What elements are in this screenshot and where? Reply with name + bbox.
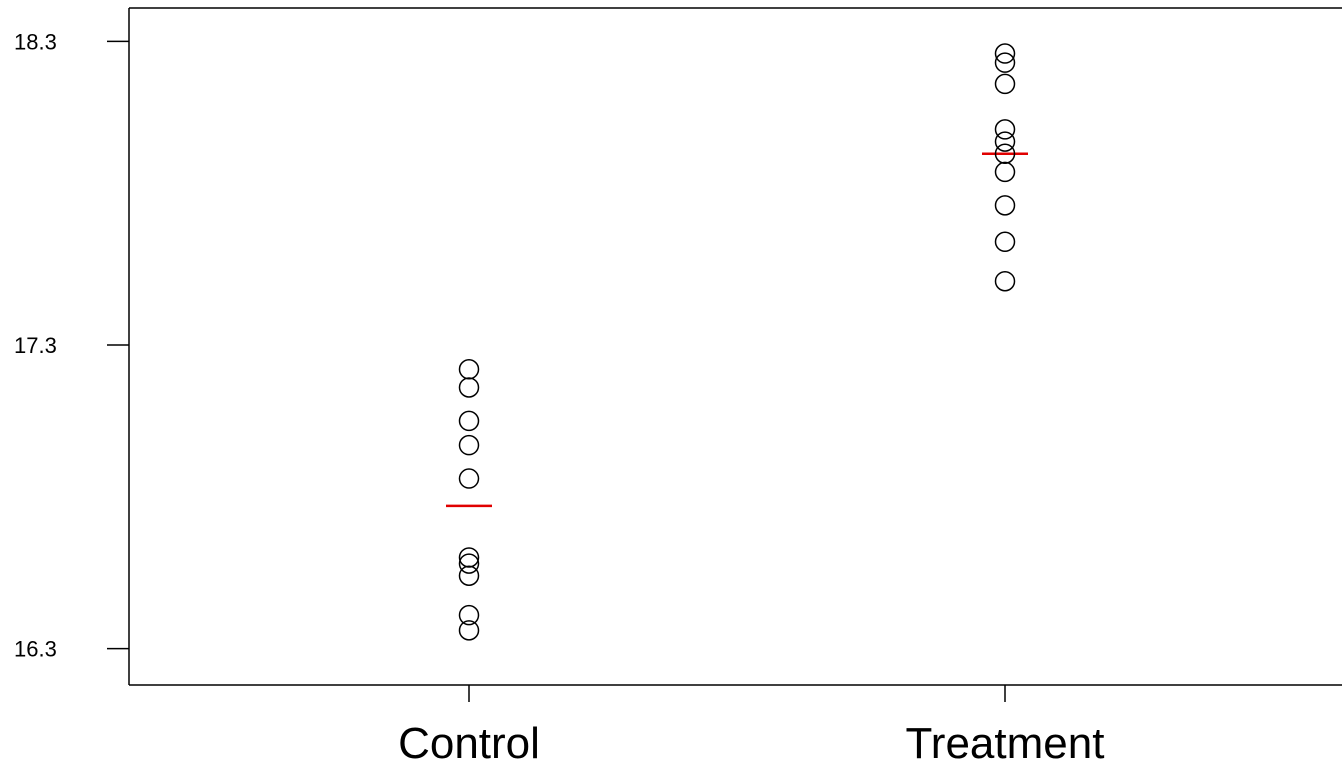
x-tick-label: Control [398, 719, 540, 765]
y-tick-label: 17.3 [14, 333, 57, 358]
y-axis: 16.3 17.3 18.3 [14, 29, 129, 662]
data-points [458, 43, 1016, 641]
data-point [458, 547, 480, 568]
data-point [994, 43, 1016, 64]
mean-markers [446, 152, 1028, 508]
data-point [458, 468, 480, 489]
data-point [994, 143, 1016, 164]
x-axis: Control Treatment [398, 685, 1104, 765]
data-point [994, 270, 1016, 292]
y-tick-label: 18.3 [14, 29, 57, 54]
data-point [994, 73, 1016, 95]
plot-frame [128, 7, 1342, 686]
data-point [458, 565, 480, 586]
data-point [458, 553, 480, 574]
data-point [458, 410, 480, 432]
x-tick-label: Treatment [906, 719, 1105, 765]
data-point [994, 231, 1016, 253]
data-point [994, 131, 1016, 152]
data-point [994, 161, 1016, 183]
data-point [458, 359, 480, 380]
data-point [458, 604, 480, 626]
data-point [458, 434, 480, 456]
data-point [458, 377, 480, 398]
data-point [994, 119, 1016, 140]
data-point [458, 620, 480, 641]
data-point [994, 195, 1016, 216]
data-point [994, 52, 1016, 73]
y-tick-label: 16.3 [14, 637, 57, 662]
